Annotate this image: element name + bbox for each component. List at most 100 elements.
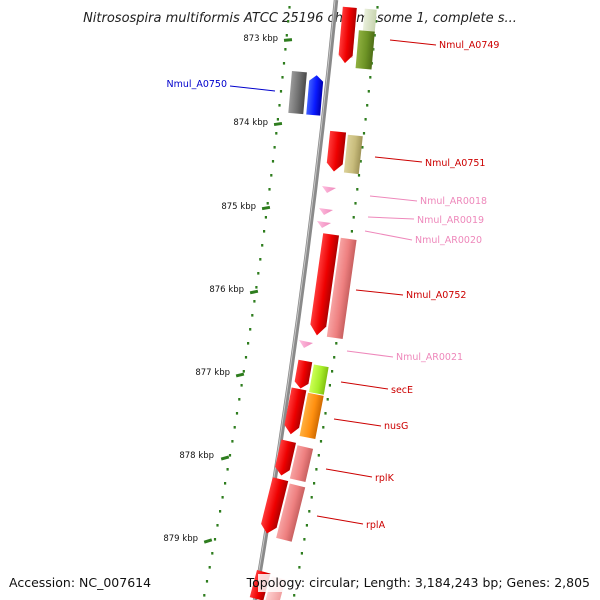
guide-dot [308,510,311,513]
gene-label-rplK[interactable]: rplK [375,473,395,484]
guide-dot [310,496,313,499]
cog-block [289,445,314,483]
gene-label-Nmul_AR0021[interactable]: Nmul_AR0021 [396,352,463,363]
axis-tick-label: 877 kbp [195,368,230,378]
axis-tick-mark [203,538,213,544]
axis-tick-mark [235,372,245,378]
cds-arrow [326,130,347,172]
gene-Nmul_A0749[interactable] [338,6,377,70]
leader-line [367,216,415,220]
guide-dot [253,300,256,303]
guide-dot [257,272,260,275]
guide-dot [228,454,232,457]
guide-dot [233,426,236,429]
guide-dot [271,160,275,163]
leader-line [340,381,389,390]
leader-line [325,468,373,478]
guide-dot [247,342,250,345]
guide-dot [276,118,279,121]
guide-dot [369,76,372,79]
guide-dot [366,104,369,107]
rna-marker-Nmul_AR0021[interactable] [299,340,313,348]
guide-dot [261,244,264,247]
guide-dot [249,328,252,331]
guide-dot [226,468,229,471]
cds-arrow [294,359,313,389]
gene-label-Nmul_A0751[interactable]: Nmul_A0751 [425,158,485,169]
gene-nusG[interactable] [283,387,324,440]
guide-dot [240,384,243,387]
cog-block [288,71,307,115]
gene-label-Nmul_AR0020[interactable]: Nmul_AR0020 [415,235,482,246]
gene-label-Nmul_A0750[interactable]: Nmul_A0750 [167,79,227,90]
cds-arrow [338,6,357,64]
cds-arrow [310,233,340,336]
guide-dot [263,230,266,233]
guide-dot [208,566,211,569]
gene-rplK[interactable] [273,439,314,483]
gene-label-Nmul_AR0019[interactable]: Nmul_AR0019 [417,215,484,226]
guide-dot [359,160,362,163]
cog-block [309,364,329,395]
guide-dot [373,34,376,37]
guide-dot [279,90,283,93]
axis-tick-label: 874 kbp [233,118,268,128]
guide-dot [362,132,366,135]
guide-dot [352,216,355,219]
gene-label-Nmul_A0749[interactable]: Nmul_A0749 [439,40,499,51]
rna-marker-Nmul_AR0019[interactable] [319,208,333,215]
guide-dot [324,412,327,415]
gene-rplA[interactable] [259,477,306,542]
guide-dot [278,104,281,107]
guide-dot [231,440,234,443]
axis-tick-mark [283,38,293,42]
rna-marker-Nmul_AR0018[interactable] [322,186,336,193]
guide-dot [319,440,323,443]
guide-dot [372,48,375,51]
axis-tick-label: 873 kbp [243,34,278,44]
guide-dot [273,146,276,149]
genome-summary-text: Topology: circular; Length: 3,184,243 bp… [246,575,590,590]
leader-line [346,350,394,358]
guide-dot [242,370,245,373]
guide-dot [211,552,214,555]
leader-line [374,156,423,163]
axis-tick-label: 875 kbp [221,202,256,212]
gene-label-secE[interactable]: secE [391,385,413,396]
gene-secE[interactable] [293,359,329,395]
gene-features [249,6,377,600]
guide-dot [317,454,320,457]
cog-block [355,30,375,70]
guide-dot [270,174,273,177]
guide-dot [224,482,227,485]
gene-Nmul_A0751[interactable] [326,130,363,175]
cds-arrow [306,75,324,116]
gene-label-Nmul_A0752[interactable]: Nmul_A0752 [406,290,466,301]
guide-dot [282,62,286,65]
guide-dot [264,216,267,219]
guide-dot [251,314,254,317]
inner-dotted-arc [203,6,291,597]
guide-dot [303,538,306,541]
gene-labels: Nmul_A0749 Nmul_A0750 Nmul_A0751 Nmul_AR… [167,40,500,531]
gene-label-nusG[interactable]: nusG [384,421,408,432]
guide-dot [244,356,248,359]
guide-dot [328,384,331,387]
cds-arrow [261,477,289,534]
leader-line [355,289,404,296]
label-leaders [229,39,437,525]
cds-arrow [284,387,307,435]
accession-text: Accession: NC_007614 [9,575,151,590]
leader-line [364,230,413,241]
guide-dot [281,76,284,79]
gene-label-Nmul_AR0018[interactable]: Nmul_AR0018 [420,196,487,207]
map-title: Nitrosospira multiformis ATCC 25196 chro… [83,11,517,26]
gene-Nmul_A0750[interactable] [288,71,324,116]
rna-marker-Nmul_AR0020[interactable] [317,221,331,228]
gene-Nmul_A0752[interactable] [309,233,357,339]
guide-dot [335,342,338,345]
gene-label-rplA[interactable]: rplA [366,520,386,531]
guide-dot [331,370,334,373]
leader-line [369,195,418,202]
axis-tick-mark [220,455,230,461]
